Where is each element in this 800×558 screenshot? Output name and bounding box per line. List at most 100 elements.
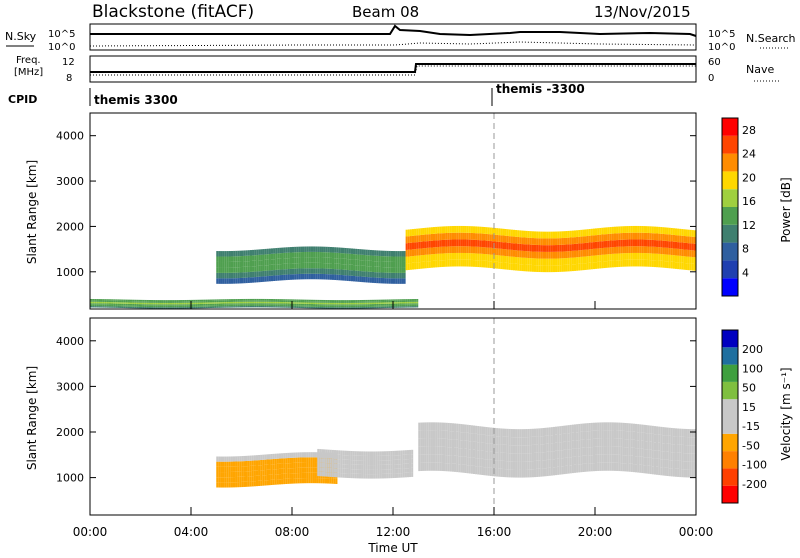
heatmap-cell [138,299,141,302]
heatmap-cell [136,302,139,305]
heatmap-cell [590,242,593,250]
heatmap-cell [637,232,640,240]
heatmap-cell [491,241,494,248]
heatmap-cell [406,468,410,473]
heatmap-cell [588,262,591,270]
heatmap-cell [664,247,667,255]
heatmap-cell [279,303,282,305]
heatmap-cell [540,444,543,453]
heatmap-cell [197,302,200,305]
heatmap-cell [251,481,254,487]
heatmap-cell [344,269,347,276]
heatmap-cell [346,269,349,276]
heatmap-cell [274,464,277,470]
heatmap-cell [323,257,326,264]
heatmap-cell [613,240,617,247]
heatmap-cell [470,253,473,260]
heatmap-cell [182,300,185,302]
heatmap-cell [222,262,225,268]
heatmap-cell [106,300,109,303]
heatmap-cell [449,455,452,464]
heatmap-cell [557,251,560,259]
heatmap-cell [458,259,461,267]
heatmap-cell [123,302,126,304]
heatmap-cell [651,425,654,434]
heatmap-cell [624,232,627,240]
heatmap-cell [616,462,619,471]
heatmap-cell [296,274,299,280]
heatmap-cell [460,246,463,253]
heatmap-cell [323,274,326,280]
heatmap-cell [620,430,623,439]
heatmap-cell [414,255,417,263]
heatmap-cell [108,306,112,308]
heatmap-cell [102,300,105,302]
heatmap-cell [527,231,530,238]
heatmap-cell [92,306,95,308]
heatmap-cell [310,478,313,484]
heatmap-cell [466,259,469,267]
heatmap-cell [314,478,317,484]
heatmap-cell [325,274,328,280]
heatmap-cell [319,305,322,307]
heatmap-cell [679,460,682,470]
heatmap-cell [178,300,181,302]
heatmap-cell [146,304,149,306]
heatmap-cell [649,449,652,458]
heatmap-cell [519,257,522,265]
heatmap-cell [512,236,516,244]
heatmap-cell [424,446,427,455]
heatmap-cell [643,259,646,267]
heatmap-cell [456,225,459,233]
heatmap-cell [373,474,376,479]
heatmap-cell [188,306,191,309]
power-colorbar-tick: 16 [742,195,756,208]
heatmap-cell [664,227,667,235]
heatmap-cell [165,301,168,303]
heatmap-cell [626,232,629,240]
heatmap-cell [92,300,95,302]
heatmap-cell [515,230,518,237]
heatmap-cell [304,301,307,303]
heatmap-cell [550,231,553,239]
heatmap-cell [252,249,255,256]
heatmap-cell [302,268,305,274]
heatmap-cell [584,439,587,448]
heatmap-cell [672,452,675,461]
heatmap-cell [127,301,130,303]
heatmap-cell [296,302,299,304]
heatmap-cell [317,457,320,463]
heatmap-cell [386,299,389,301]
heatmap-cell [361,469,364,474]
heatmap-cell [384,272,387,279]
heatmap-cell [357,301,360,303]
heatmap-cell [317,299,320,302]
heatmap-cell [350,275,354,282]
heatmap-cell [342,264,345,270]
heatmap-cell [365,301,368,303]
heatmap-cell [668,254,671,262]
heatmap-cell [529,461,532,470]
heatmap-cell [388,455,391,461]
power-colorbar-tick: 12 [742,219,756,232]
heatmap-cell [342,468,345,474]
heatmap-cell [255,470,259,476]
heatmap-cell [634,431,638,441]
heatmap-cell [262,459,265,466]
heatmap-cell [294,300,297,303]
heatmap-cell [300,305,303,307]
heatmap-cell [607,446,610,455]
heatmap-cell [222,482,225,488]
heatmap-cell [260,459,263,466]
heatmap-cell [336,300,339,302]
heatmap-cell [494,234,497,242]
heatmap-cell [369,451,372,456]
heatmap-cell [464,253,467,260]
heatmap-cell [489,247,492,255]
heatmap-cell [388,278,391,284]
heatmap-cell [302,302,305,304]
heatmap-cell [506,469,509,478]
heatmap-cell [395,304,398,307]
heatmap-cell [685,453,688,462]
